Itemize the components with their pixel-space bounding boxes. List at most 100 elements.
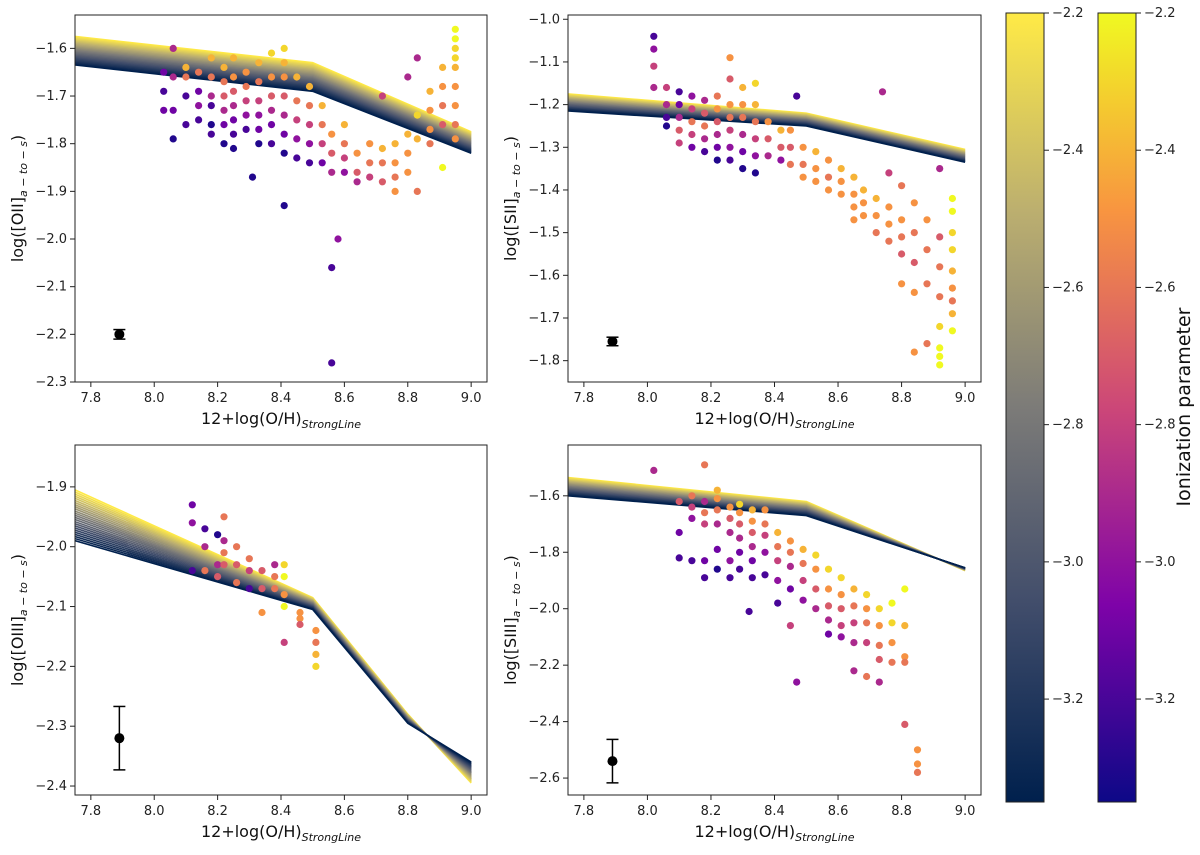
data-point <box>451 63 459 71</box>
data-point <box>451 121 459 129</box>
colorbar-tick-label: −3.0 <box>1144 555 1176 570</box>
y-tick-label: −1.2 <box>528 98 560 113</box>
data-point <box>736 520 744 528</box>
data-point <box>267 140 276 148</box>
data-point <box>404 168 412 176</box>
data-point <box>242 82 250 91</box>
data-point <box>859 186 868 194</box>
x-tick-label: 9.0 <box>955 391 976 406</box>
data-point <box>713 118 721 126</box>
data-point <box>353 178 361 186</box>
data-point <box>169 106 177 114</box>
data-point <box>451 44 459 53</box>
data-point <box>713 156 721 164</box>
x-tick-label: 8.4 <box>271 804 292 819</box>
x-tick-label: 8.0 <box>144 804 165 819</box>
plot-area <box>568 32 966 369</box>
data-point <box>774 543 782 551</box>
data-point <box>688 130 696 139</box>
model-line <box>75 47 472 142</box>
data-point <box>439 63 447 71</box>
data-point <box>898 216 906 224</box>
data-point <box>169 135 177 143</box>
data-point <box>812 165 820 173</box>
data-point <box>713 105 721 113</box>
data-point <box>451 35 459 43</box>
data-point <box>726 54 734 62</box>
data-point <box>726 528 734 537</box>
data-point <box>736 548 744 556</box>
data-point <box>305 159 314 167</box>
data-point <box>948 284 957 292</box>
data-point <box>898 182 906 190</box>
data-point <box>214 561 222 569</box>
data-point <box>786 622 795 630</box>
y-tick-label: −2.4 <box>528 715 560 730</box>
data-point <box>318 140 326 148</box>
data-point <box>413 135 421 143</box>
model-line <box>75 51 472 145</box>
data-point <box>774 576 782 585</box>
y-tick-label: −1.4 <box>528 183 560 198</box>
data-point <box>748 574 756 582</box>
data-point <box>220 537 228 545</box>
data-point <box>391 140 399 148</box>
data-point <box>736 534 744 542</box>
y-tick-label: −2.2 <box>35 327 67 342</box>
y-axis-label: log([SII]a − to − s) <box>501 136 523 261</box>
data-point <box>378 159 386 167</box>
data-point <box>195 68 203 76</box>
data-point <box>245 585 253 593</box>
data-point <box>774 599 782 607</box>
colorbar-tick-label: −3.2 <box>1052 692 1084 707</box>
x-tick-label: 8.2 <box>701 804 722 819</box>
data-point <box>169 44 177 53</box>
data-point <box>688 503 696 511</box>
data-point <box>837 190 845 198</box>
data-point <box>739 101 747 109</box>
data-point <box>850 190 858 198</box>
y-tick-label: −1.1 <box>528 55 560 70</box>
data-point <box>824 616 833 624</box>
data-point <box>404 73 412 81</box>
y-tick-label: −1.0 <box>528 12 560 27</box>
data-point <box>318 121 326 129</box>
colorbar-data-ticks: −2.2 −2.4 −2.6 −2.8 −3.0 −3.2 <box>1136 6 1176 707</box>
data-point <box>413 111 421 119</box>
data-point <box>701 461 709 469</box>
data-point <box>220 561 228 569</box>
error-bar <box>606 738 619 784</box>
y-axis-label: log([OII]a − to − s) <box>8 135 30 262</box>
data-point <box>701 520 709 528</box>
data-point <box>910 288 918 296</box>
data-point <box>936 361 944 369</box>
data-point <box>280 561 288 569</box>
data-point <box>748 543 756 551</box>
x-tick-label: 8.6 <box>828 391 849 406</box>
data-point <box>875 655 883 664</box>
data-point <box>439 102 447 110</box>
data-point <box>850 639 858 647</box>
data-point <box>688 92 696 100</box>
data-point <box>195 116 203 124</box>
x-tick-label: 9.0 <box>955 804 976 819</box>
panel-oiii: 7.8 8.0 8.2 8.4 8.6 8.8 9.0 −1.9 −2.0 −2.1 −2.2 −2.… <box>8 444 488 844</box>
y-tick-label: −1.7 <box>528 311 560 326</box>
model-line <box>75 523 472 770</box>
x-tick-label: 9.0 <box>461 391 482 406</box>
data-point <box>280 602 288 611</box>
data-point <box>764 135 772 143</box>
data-point <box>910 229 918 237</box>
data-point <box>258 608 266 617</box>
data-point <box>713 565 721 573</box>
data-point <box>267 106 276 114</box>
data-point <box>936 352 944 360</box>
x-tick-label: 8.8 <box>891 804 912 819</box>
data-point <box>675 139 683 147</box>
data-point <box>650 62 658 70</box>
model-line <box>75 535 472 765</box>
data-point <box>426 125 434 133</box>
data-point <box>220 140 228 148</box>
data-point <box>293 154 301 162</box>
data-point <box>662 83 671 92</box>
